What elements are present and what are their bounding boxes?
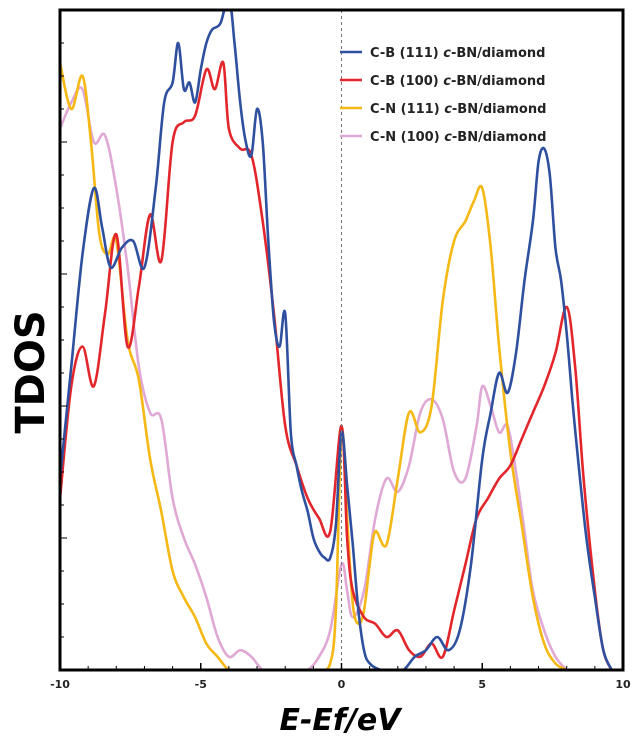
- legend-label-2: C-B (100) c-BN/diamond: [370, 74, 545, 89]
- series-line-3: [60, 62, 568, 670]
- legend-label-1: C-B (111) c-BN/diamond: [370, 46, 545, 61]
- x-tick-label: -5: [195, 678, 207, 691]
- x-tick-label: 10: [615, 678, 631, 691]
- legend: C-B (111) c-BN/diamond C-B (100) c-BN/dia…: [340, 46, 546, 145]
- x-tick-label: 5: [478, 678, 486, 691]
- legend-label-4: C-N (100) c-BN/diamond: [370, 130, 546, 145]
- ticks-layer: -10 -5 0 5 10: [50, 9, 631, 691]
- x-tick-label: 0: [338, 678, 346, 691]
- series-line-2: [60, 60, 613, 670]
- y-axis-label: TDOS: [8, 310, 54, 433]
- x-tick-label: -10: [50, 678, 70, 691]
- series-layer: [60, 10, 613, 670]
- series-line-1: [60, 10, 613, 670]
- legend-label-3: C-N (111) c-BN/diamond: [370, 102, 546, 117]
- series-line-4: [60, 86, 568, 670]
- x-axis-label: E-Ef/eV: [279, 703, 403, 738]
